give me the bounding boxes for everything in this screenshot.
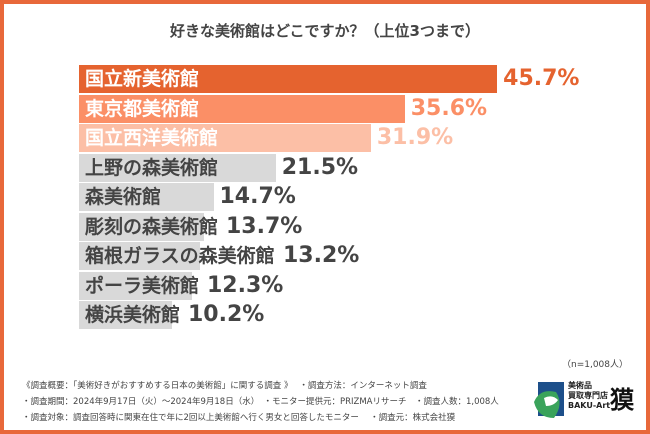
logo-line2: 買取専門店 [568,391,608,400]
logo-kanji: 獏 [610,386,634,414]
category-label: 上野の森美術館 [85,156,219,179]
baku-logo-icon [534,382,564,418]
category-label: 箱根ガラスの森美術館 [85,245,275,267]
logo-text: 美術品 買取専門店 BAKU-Art [568,381,610,411]
bar [79,124,371,152]
logo-line1: 美術品 [568,381,592,390]
bar [79,212,205,241]
category-label: 東京都美術館 [85,97,200,120]
category-label: 森美術館 [85,186,162,208]
sample-size: （n=1,008人） [561,360,628,370]
survey-note-2: ・調査期間：2024年9月17日（火）～2024年9月18日（水） ・モニター提… [22,397,499,407]
value-label: 31.9% [376,125,454,150]
value-label: 21.5% [281,154,359,180]
survey-note-3: ・調査対象：調査回答時に関東在住で年に2回以上美術館へ行く男女と回答したモニター… [22,413,456,423]
category-label: 国立西洋美術館 [85,127,219,149]
value-label: 35.6% [410,95,488,121]
chart-title: 好きな美術館はどこですか？（上位3つまで） [170,22,480,40]
bar [79,242,200,270]
bar [79,183,214,211]
category-label: 横浜美術館 [85,304,181,326]
bar [79,301,173,329]
bar [79,94,405,123]
category-label: ポーラ美術館 [85,274,200,297]
value-label: 13.2% [283,243,360,268]
value-label: 10.2% [188,302,265,327]
bar [79,271,192,300]
bar [79,65,498,93]
survey-note-1: 《調査概要：「美術好きがおすすめする日本の美術館」に関する調査 》 ・調査方法：… [22,381,427,391]
value-label: 13.7% [226,213,303,239]
bar-chart: 国立新美術館 45.7% 東京都美術館 35.6% 国立西洋美術館 31.9% 上野の森美術… [79,65,580,329]
value-label: 12.3% [207,272,284,298]
value-label: 45.7% [503,66,580,91]
logo-line3: BAKU-Art [568,401,611,410]
category-label: 彫刻の森美術館 [85,215,219,238]
bar [79,153,276,182]
value-label: 14.7% [219,184,296,209]
category-label: 国立新美術館 [85,68,200,90]
